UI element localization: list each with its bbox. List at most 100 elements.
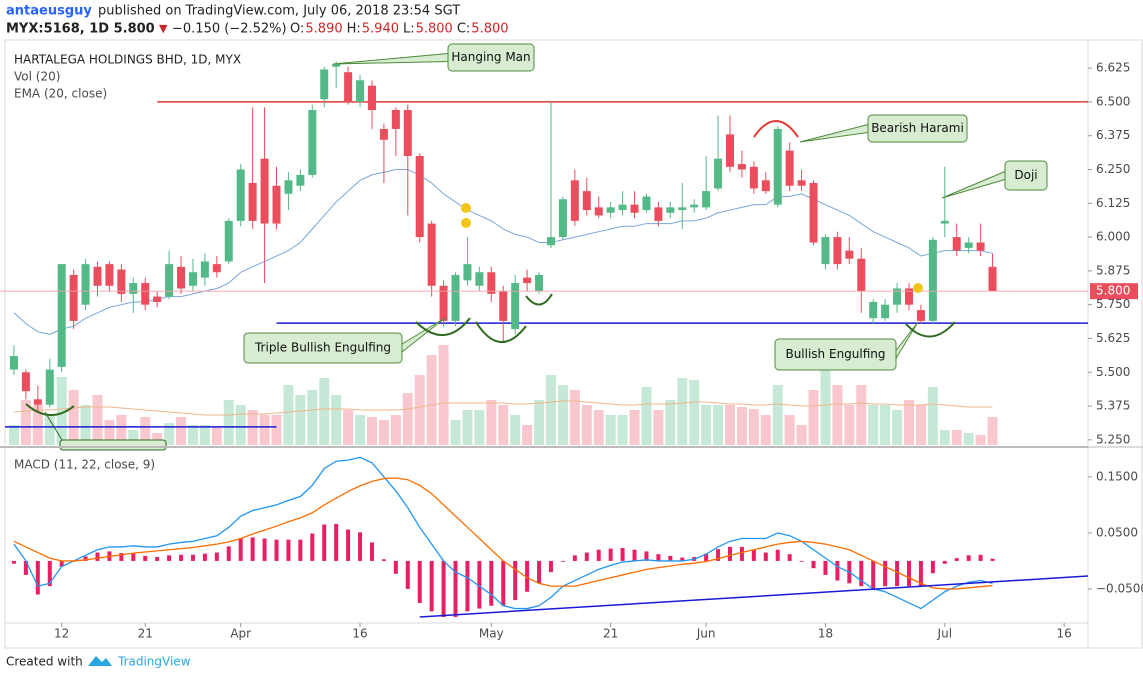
- volume-bar: [593, 410, 604, 445]
- author[interactable]: antaeusguy: [6, 4, 92, 19]
- histogram-bar: [453, 560, 458, 617]
- candle-body: [845, 250, 854, 259]
- histogram-bar: [584, 552, 589, 561]
- histogram-bar: [155, 557, 160, 561]
- volume-bar: [462, 410, 473, 445]
- histogram-bar: [704, 553, 709, 561]
- ohlc-key: C:: [457, 22, 470, 37]
- histogram-bar: [465, 560, 470, 612]
- harami-arc: [753, 120, 799, 138]
- footer-brand[interactable]: TradingView: [117, 655, 191, 669]
- histogram-bar: [763, 552, 768, 561]
- histogram-bar: [859, 560, 864, 587]
- histogram-bar: [167, 555, 172, 561]
- histogram-bar: [644, 551, 649, 561]
- histogram-bar: [596, 549, 601, 561]
- engulf-arc: [25, 403, 75, 416]
- volume-bar: [319, 378, 330, 445]
- marker-dot: [913, 283, 923, 293]
- histogram-bar: [346, 529, 351, 561]
- volume-bar: [963, 433, 974, 445]
- histogram-bar: [417, 560, 422, 603]
- candle-body: [403, 110, 412, 156]
- volume-bar: [32, 405, 43, 445]
- candle-body: [105, 264, 114, 286]
- histogram-bar: [310, 533, 315, 561]
- histogram-bar: [23, 560, 28, 575]
- engulf-arc: [905, 321, 956, 338]
- ohlc-value: 5.890: [305, 22, 342, 37]
- callout-box: [867, 114, 968, 143]
- candle-body: [21, 372, 30, 392]
- histogram-bar: [429, 560, 434, 612]
- volume-bar: [605, 415, 616, 445]
- candle-body: [332, 64, 341, 67]
- candle-body: [451, 274, 460, 321]
- histogram-bar: [525, 560, 530, 592]
- candle-body: [761, 180, 770, 192]
- y-tick-label: 6.500: [1096, 94, 1130, 108]
- x-tick-label: Jun: [696, 627, 716, 641]
- candle-body: [81, 264, 90, 305]
- volume-bar: [987, 417, 998, 445]
- histogram-bar: [895, 560, 900, 587]
- volume-bar: [975, 435, 986, 445]
- candle-body: [988, 266, 997, 292]
- volume-bar: [772, 385, 783, 445]
- x-tick-label: Jul: [937, 627, 952, 641]
- candle-body: [642, 196, 651, 211]
- histogram-bar: [298, 539, 303, 561]
- footer-created: Created with: [6, 655, 83, 669]
- histogram-bar: [35, 560, 40, 595]
- volume-bar: [617, 415, 628, 445]
- volume-bar: [689, 380, 700, 445]
- candle-body: [618, 204, 627, 211]
- chart-title: HARTALEGA HOLDINGS BHD, 1D, MYX: [14, 53, 241, 67]
- histogram-bar: [978, 554, 983, 561]
- histogram-bar: [190, 554, 195, 561]
- candle-body: [725, 134, 734, 167]
- histogram-bar: [716, 549, 721, 561]
- volume-bar: [187, 425, 198, 445]
- candle-body: [296, 174, 305, 186]
- last-price-tag: [1090, 283, 1138, 300]
- histogram-bar: [799, 560, 804, 562]
- histogram-bar: [608, 548, 613, 561]
- candle-body: [964, 242, 973, 248]
- candle-body: [523, 277, 532, 284]
- y-tick-label: 6.000: [1096, 230, 1130, 244]
- y-tick-label: 0.0500: [1096, 525, 1138, 539]
- arrow: ▼: [159, 22, 168, 35]
- candle-body: [558, 199, 567, 238]
- volume-bar: [724, 405, 735, 445]
- trendline: [419, 575, 1089, 618]
- change: −0.150 (−2.52%): [172, 22, 287, 37]
- candle-body: [678, 207, 687, 211]
- histogram-bar: [751, 549, 756, 561]
- callout-text: Bullish Engulfing: [785, 347, 885, 361]
- y-tick-label: 5.750: [1096, 297, 1130, 311]
- engulf-arc: [415, 317, 471, 337]
- histogram-bar: [214, 552, 219, 561]
- volume-bar: [92, 395, 103, 445]
- y-tick-label: 6.125: [1096, 196, 1130, 210]
- histogram-bar: [202, 553, 207, 561]
- volume-bar: [927, 387, 938, 445]
- candle-body: [654, 207, 663, 221]
- macd-title: MACD (11, 22, close, 9): [14, 458, 155, 472]
- candle-body: [487, 272, 496, 294]
- histogram-bar: [811, 560, 816, 569]
- x-tick-label: May: [479, 627, 504, 641]
- candle-body: [129, 283, 138, 294]
- candle-body: [904, 288, 913, 305]
- volume-bar: [939, 430, 950, 445]
- volume-bar: [903, 400, 914, 445]
- histogram-bar: [262, 538, 267, 561]
- candle-body: [690, 204, 699, 208]
- volume-bar: [498, 405, 509, 445]
- volume-ma: [13, 400, 993, 416]
- y-tick-label: −0.0500: [1096, 581, 1143, 595]
- ohlc-value: 5.800: [471, 22, 508, 37]
- macd-line: [13, 456, 993, 610]
